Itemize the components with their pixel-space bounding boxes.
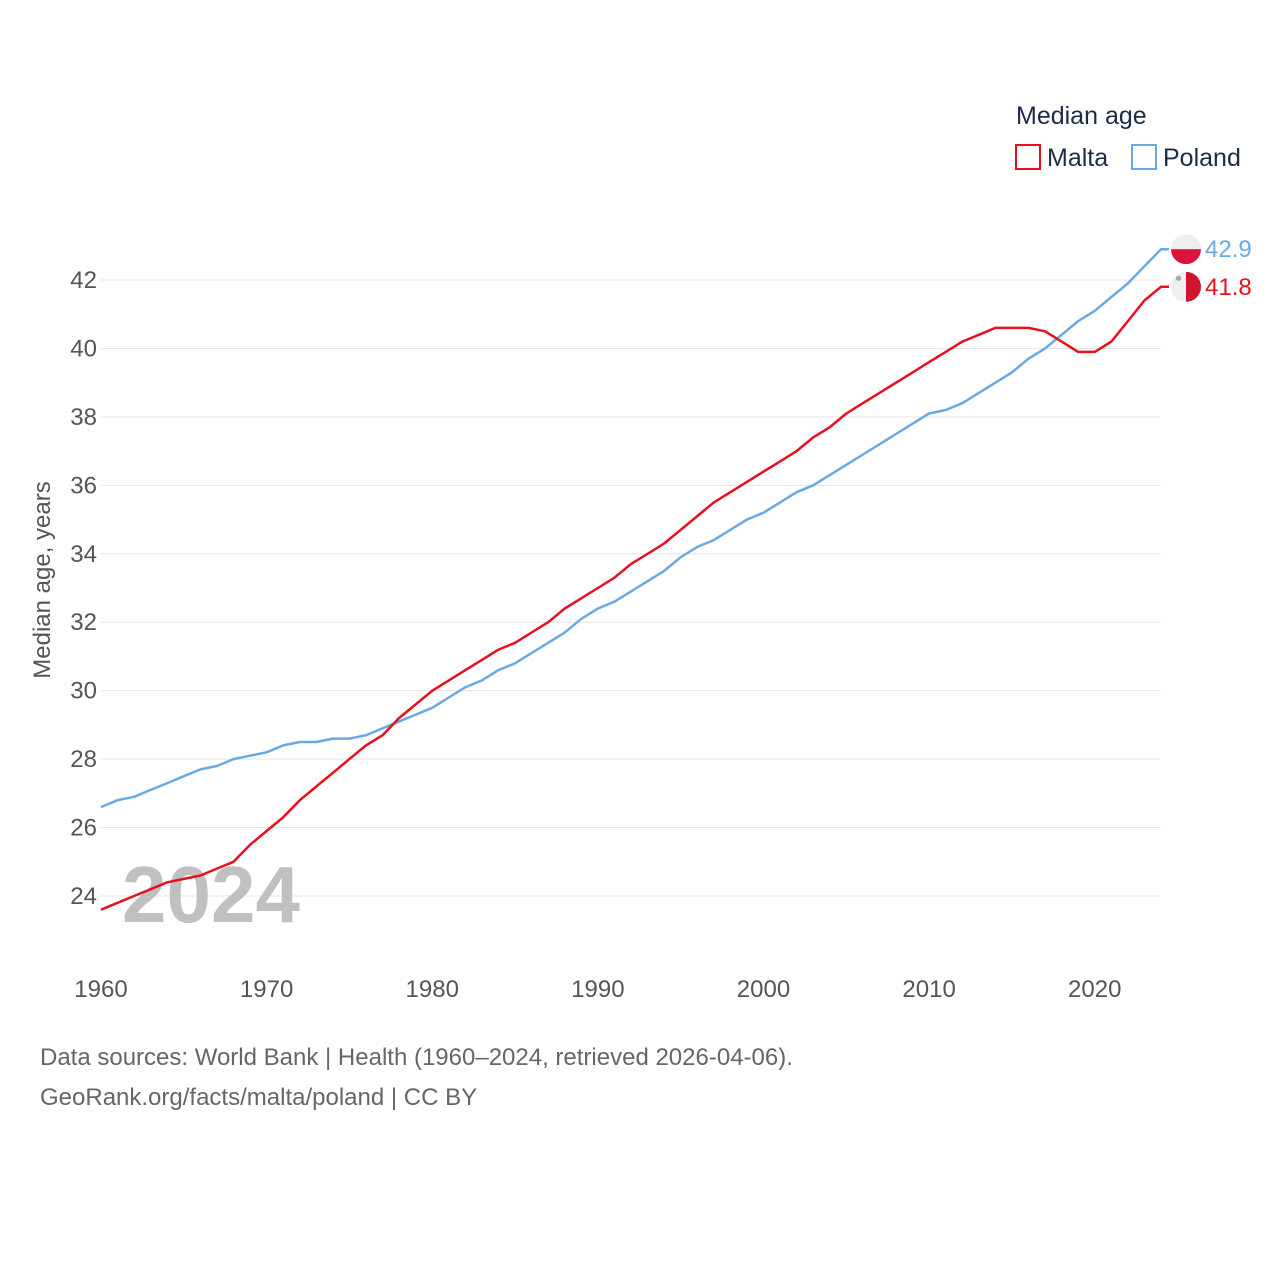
legend-swatch-malta [1015, 144, 1041, 170]
x-tick-label: 1990 [571, 976, 624, 1003]
y-tick-label: 24 [70, 883, 97, 910]
y-tick-label: 36 [70, 472, 97, 499]
series-line-poland [100, 247, 1169, 809]
x-tick-label: 2020 [1068, 976, 1121, 1003]
series-lines [100, 247, 1169, 911]
end-value-label-malta: 41.8 [1205, 274, 1252, 301]
y-tick-label: 34 [70, 541, 97, 568]
malta-flag-icon [1171, 271, 1201, 302]
legend-title: Median age [1016, 102, 1147, 130]
x-tick-label: 2010 [902, 976, 955, 1003]
series-end-markers: 41.8 42.9 [1171, 234, 1252, 302]
data-source-note: Data sources: World Bank | Health (1960–… [40, 1044, 793, 1071]
y-tick-label: 32 [70, 609, 97, 636]
credit-note: GeoRank.org/facts/malta/poland | CC BY [40, 1084, 478, 1111]
y-tick-label: 30 [70, 678, 97, 705]
x-axis-ticks: 1960 1970 1980 1990 2000 2010 2020 [74, 976, 1121, 1003]
legend: Median age Malta Poland [1015, 102, 1241, 172]
y-tick-label: 42 [70, 267, 97, 294]
series-line-malta [100, 285, 1169, 911]
legend-label-malta: Malta [1047, 144, 1108, 172]
x-tick-label: 1960 [74, 976, 127, 1003]
legend-item-malta[interactable]: Malta [1015, 144, 1108, 172]
gridlines [101, 279, 1161, 897]
y-tick-label: 28 [70, 746, 97, 773]
y-tick-label: 40 [70, 335, 97, 362]
y-tick-label: 38 [70, 404, 97, 431]
y-axis-ticks: 24 26 28 30 32 34 36 38 40 42 [70, 267, 97, 910]
legend-swatch-poland [1131, 144, 1157, 170]
legend-label-poland: Poland [1163, 144, 1241, 172]
poland-flag-icon [1171, 234, 1201, 265]
year-watermark: 2024 [122, 850, 300, 939]
x-tick-label: 1970 [240, 976, 293, 1003]
x-tick-label: 1980 [406, 976, 459, 1003]
legend-item-poland[interactable]: Poland [1131, 144, 1241, 172]
y-axis-title: Median age, years [29, 481, 56, 678]
y-tick-label: 26 [70, 815, 97, 842]
end-value-label-poland: 42.9 [1205, 236, 1252, 263]
x-tick-label: 2000 [737, 976, 790, 1003]
